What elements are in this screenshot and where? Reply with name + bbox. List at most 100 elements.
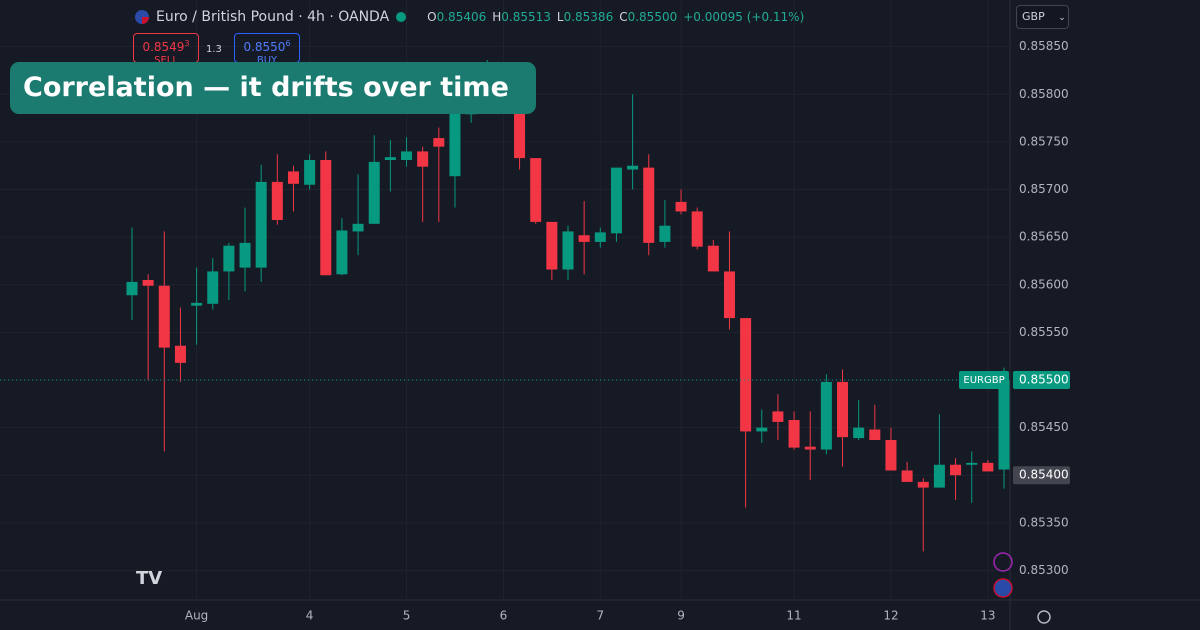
- currency: GBP: [1022, 10, 1045, 23]
- candle-body: [304, 160, 316, 185]
- candle-body: [336, 230, 348, 275]
- candle-body: [917, 481, 929, 488]
- candle-body: [223, 245, 235, 272]
- x-tick-label: 12: [883, 609, 898, 623]
- flag-icon: [135, 10, 149, 24]
- spread: 1.3: [206, 44, 222, 55]
- candle-body: [530, 158, 542, 222]
- marker-label: 0.85400: [1019, 468, 1069, 482]
- currency-dropdown[interactable]: GBP ⌄: [1016, 5, 1069, 29]
- y-tick-label: 0.85350: [1019, 515, 1069, 529]
- buy-label: BUY: [256, 55, 278, 66]
- candle-body: [562, 231, 574, 270]
- candle-body: [514, 109, 526, 159]
- y-tick-label: 0.85300: [1019, 563, 1069, 577]
- y-tick-label: 0.85600: [1019, 277, 1069, 291]
- ohlc-label: C: [619, 10, 628, 24]
- last-price-box: [1013, 371, 1070, 389]
- sell-label: SELL: [154, 55, 178, 66]
- candle-body: [707, 245, 719, 272]
- settings-icon: [1037, 610, 1051, 624]
- ohlc-label: H: [492, 10, 502, 24]
- ohlc-label: L: [556, 10, 564, 24]
- y-tick-label: 0.85450: [1019, 420, 1069, 434]
- ohlc-value: 0.85513: [501, 10, 551, 24]
- candle-body: [255, 181, 267, 268]
- y-tick-label: 0.85750: [1019, 134, 1069, 148]
- candle-body: [594, 232, 606, 242]
- candle-body: [901, 470, 913, 482]
- candle-body: [950, 464, 962, 476]
- candle-body: [723, 271, 735, 319]
- sell-price: 0.8549: [142, 40, 185, 54]
- candle-body: [287, 171, 299, 184]
- candle-body: [126, 281, 138, 296]
- symbol-tag: EURGBP: [963, 375, 1004, 386]
- candle-body: [174, 345, 186, 363]
- candle-body: [837, 381, 849, 438]
- icon: [993, 552, 1013, 572]
- candle-body: [675, 201, 687, 212]
- marker-box: [1013, 466, 1070, 485]
- candle-body: [320, 160, 332, 276]
- candle-body: [142, 280, 154, 286]
- candle-body: [449, 109, 461, 177]
- candle-body: [352, 223, 364, 232]
- symbol-title: Euro / British Pound · 4h · OANDA: [156, 9, 390, 25]
- candle-body: [239, 242, 251, 268]
- candle-body: [384, 157, 396, 160]
- x-tick-label: 13: [980, 609, 995, 623]
- candle-body: [966, 462, 978, 465]
- y-tick-label: 0.85550: [1019, 325, 1069, 339]
- candle-body: [368, 161, 380, 224]
- header: Euro / British Pound · 4h · OANDA O0.854…: [134, 7, 804, 27]
- ohlc-label: O: [427, 10, 437, 24]
- candle-body: [998, 380, 1010, 470]
- tv-logo: TV: [136, 568, 162, 589]
- candle-body: [788, 420, 800, 448]
- candle-body: [982, 462, 994, 472]
- candle-body: [740, 318, 752, 432]
- price-axis-bg: [1010, 0, 1200, 630]
- candle-body: [772, 411, 784, 422]
- candle-body: [659, 225, 671, 242]
- candle-body: [869, 429, 881, 440]
- candle-body: [578, 235, 590, 242]
- banner: Correlation — it drifts over time: [10, 62, 536, 114]
- symbol-tag-bg: [959, 371, 1009, 389]
- y-tick-label: 0.85850: [1019, 39, 1069, 53]
- buy-pip: 6: [285, 39, 291, 48]
- x-tick-label: Aug: [185, 609, 208, 623]
- candle-body: [401, 151, 413, 160]
- candle-body: [804, 446, 816, 450]
- candle-body: [417, 151, 429, 167]
- buy-button[interactable]: 0.85506 BUY: [234, 33, 300, 66]
- candle-body: [546, 221, 558, 270]
- ohlc: O0.85406 H0.85513 L0.85386 C0.85500 +0.0…: [427, 10, 804, 24]
- last-price-label: 0.85500: [1019, 373, 1069, 387]
- x-tick-label: 5: [403, 609, 411, 623]
- x-tick-label: 9: [677, 609, 685, 623]
- candle-body: [643, 167, 655, 243]
- candle-body: [610, 167, 622, 234]
- y-tick-label: 0.85800: [1019, 87, 1069, 101]
- ohlc-value: 0.85406: [436, 10, 487, 24]
- sell-button[interactable]: 0.85493 SELL: [133, 33, 199, 66]
- candle-body: [191, 302, 203, 306]
- candle-body: [820, 381, 832, 450]
- status-dot: [396, 12, 407, 22]
- candle-body: [691, 211, 703, 247]
- icon: [993, 578, 1013, 598]
- x-tick-label: 7: [596, 609, 604, 623]
- x-tick-label: 11: [786, 609, 801, 623]
- candle-body: [933, 464, 945, 488]
- y-tick-label: 0.85700: [1019, 182, 1069, 196]
- candle-body: [207, 271, 219, 304]
- candle-body: [433, 138, 445, 147]
- ohlc-value: 0.85500: [627, 10, 678, 24]
- y-tick-label: 0.85650: [1019, 230, 1069, 244]
- x-tick-label: 6: [500, 609, 508, 623]
- candle-body: [627, 165, 639, 170]
